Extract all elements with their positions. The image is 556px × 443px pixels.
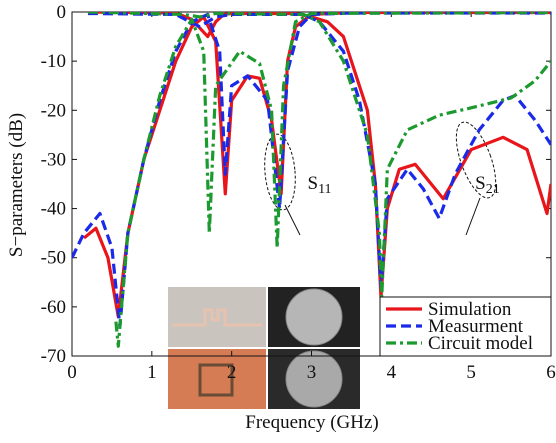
y-tick-label: -20 [41,100,66,121]
annotation-subscript: 21 [486,182,500,197]
x-tick-label: 3 [307,362,317,383]
annotation: S11 [308,173,332,197]
annotation-leaders [284,197,481,236]
series-line [87,12,551,289]
x-tick-label: 0 [67,362,77,383]
annotation-text: S [475,173,486,194]
x-axis-label: Frequency (GHz) [245,412,378,433]
annotation: S21 [475,173,500,197]
y-tick-label: -40 [41,199,66,220]
series-line [114,12,551,348]
y-tick-label: -70 [41,346,66,367]
series-line [87,12,551,299]
x-tick-label: 2 [227,362,237,383]
inset-photo [168,287,360,409]
annotation-text: S [308,173,319,194]
x-tick-label: 4 [387,362,397,383]
y-axis-label: S−parameters (dB) [6,113,27,257]
series-line [82,12,551,319]
y-tick-label: -50 [41,248,66,269]
series-line [72,12,551,329]
x-tick-label: 5 [466,362,476,383]
y-tick-label: -10 [41,51,66,72]
annotation-shapes [264,121,497,211]
legend-label: Simulation [428,299,512,320]
x-tick-label: 1 [147,362,157,383]
annotation-subscript: 11 [318,182,331,197]
x-tick-label: 6 [546,362,556,383]
y-tick-label: -60 [41,297,66,318]
y-tick-label: -30 [41,149,66,170]
legend-label: Circuit model [428,333,533,354]
series-line [87,12,551,299]
y-tick-label: 0 [57,2,67,23]
legend-label: Measurment [428,316,524,337]
